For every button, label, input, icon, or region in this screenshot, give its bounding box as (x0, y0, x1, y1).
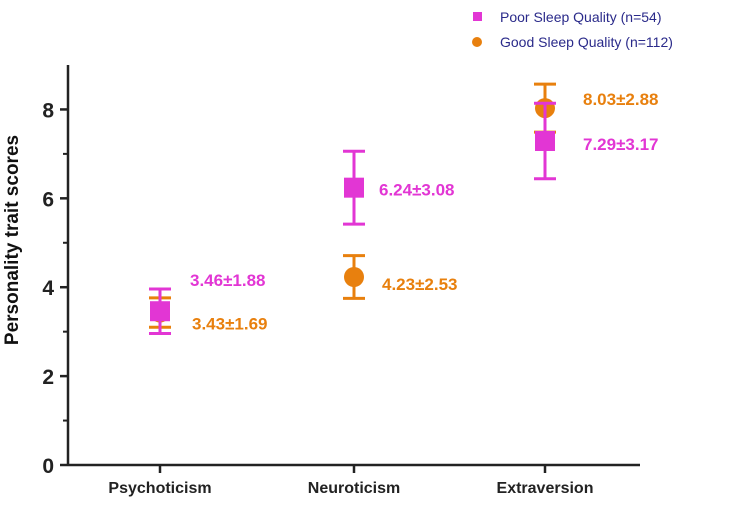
point-group-poor-2: 7.29±3.17 (534, 101, 659, 181)
value-label-poor-1: 6.24±3.08 (379, 181, 455, 200)
legend-label-poor: Poor Sleep Quality (n=54) (500, 9, 661, 25)
point-group-good-1: 4.23±2.53 (343, 254, 458, 300)
y-tick-label-6: 6 (42, 188, 54, 211)
x-tick-label-psychoticism: Psychoticism (108, 480, 211, 497)
x-tick-label-neuroticism: Neuroticism (308, 480, 400, 497)
data-marks: 3.43±1.69 4.23±2.53 8.03±2.88 3.46±1.88 6.24… (149, 82, 659, 335)
legend-marker-good (472, 37, 482, 47)
axes: 0 2 4 6 8 Psychoticism Neuroticism Extraversion (42, 65, 640, 497)
value-label-poor-0: 3.46±1.88 (190, 271, 266, 290)
point-group-poor-1: 6.24±3.08 (343, 149, 455, 226)
x-tick-label-extraversion: Extraversion (497, 480, 594, 497)
legend-label-good: Good Sleep Quality (n=112) (500, 34, 673, 50)
marker-good-1 (344, 267, 364, 287)
value-label-good-0: 3.43±1.69 (192, 315, 268, 334)
point-group-poor-0: 3.46±1.88 (149, 271, 266, 335)
point-group-good-2: 8.03±2.88 (534, 82, 659, 134)
y-tick-label-0: 0 (42, 455, 54, 478)
y-axis-label: Personality trait scores (2, 135, 23, 345)
y-tick-label-8: 8 (42, 99, 54, 122)
value-label-good-1: 4.23±2.53 (382, 275, 458, 294)
marker-poor-0 (150, 301, 170, 322)
y-tick-label-4: 4 (42, 277, 54, 300)
y-tick-label-2: 2 (42, 366, 54, 389)
value-label-poor-2: 7.29±3.17 (583, 135, 659, 154)
marker-poor-2 (535, 131, 555, 151)
value-label-good-2: 8.03±2.88 (583, 90, 659, 109)
marker-poor-1 (344, 177, 364, 198)
legend-marker-poor (473, 12, 482, 21)
legend: Poor Sleep Quality (n=54) Good Sleep Qua… (472, 9, 673, 50)
